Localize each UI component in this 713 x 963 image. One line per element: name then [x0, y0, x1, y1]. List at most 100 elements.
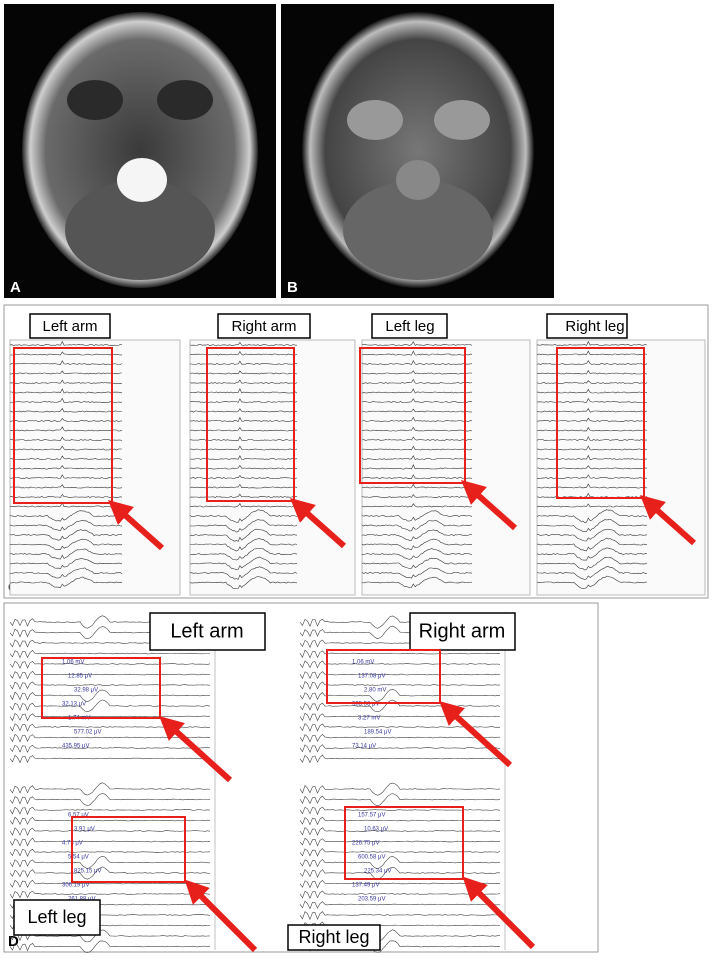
emg-trace	[9, 379, 123, 384]
annotation: 5.54 μV	[68, 855, 89, 861]
highlight-box	[41, 657, 161, 719]
mep-trace	[9, 660, 211, 670]
annotation: 435.95 μV	[62, 744, 89, 750]
emg-trace	[361, 445, 473, 451]
emg-trace	[189, 519, 298, 533]
emg-trace	[10, 351, 123, 356]
mep-trace	[9, 782, 211, 796]
emg-trace	[361, 503, 473, 508]
emg-trace	[361, 567, 473, 579]
mep-trace	[9, 649, 211, 659]
emg-trace	[361, 350, 473, 356]
label-box	[13, 899, 101, 936]
emg-trace	[189, 556, 298, 571]
emg-trace	[361, 388, 473, 394]
emg-trace	[536, 369, 648, 375]
emg-trace	[9, 493, 123, 498]
emg-trace	[536, 436, 647, 441]
mep-trace	[9, 929, 211, 943]
emg-trace	[189, 548, 298, 561]
emg-trace	[9, 426, 123, 432]
highlight-box	[359, 347, 466, 484]
emg-trace	[9, 519, 123, 532]
mep-trace	[299, 649, 501, 659]
label: Right arm	[419, 620, 506, 642]
emg-trace	[9, 474, 123, 479]
mep-trace	[299, 848, 501, 857]
annotation: 225.34 μV	[364, 869, 391, 875]
emg-trace	[536, 474, 647, 479]
annotation: 3.91 μV	[74, 827, 95, 833]
label-box	[149, 612, 266, 651]
emg-trace	[536, 518, 648, 532]
label: Left leg	[385, 318, 434, 335]
annotation: 32.98 μV	[74, 688, 98, 694]
annotation: 137.08 μV	[358, 674, 385, 680]
emg-trace	[10, 397, 123, 403]
arrow	[184, 879, 258, 953]
highlight-box	[344, 806, 464, 880]
emg-trace	[536, 340, 648, 346]
label: Right leg	[298, 927, 369, 947]
annotation: 73.14 μV	[352, 744, 376, 750]
emg-trace	[536, 360, 648, 365]
emg-trace	[536, 509, 648, 523]
emg-trace	[9, 465, 123, 470]
label: Right leg	[565, 318, 624, 335]
emg-trace	[361, 370, 473, 375]
mep-trace	[299, 816, 501, 826]
panel-label: D	[8, 933, 19, 950]
emg-trace	[361, 359, 473, 365]
annotation: 577.02 μV	[74, 730, 101, 736]
mep-trace	[299, 660, 501, 669]
mep-trace	[9, 689, 210, 703]
mep-trace	[299, 855, 501, 869]
mep-trace	[299, 671, 501, 680]
emg-trace	[10, 576, 123, 588]
arrow	[290, 498, 346, 549]
emg-trace	[536, 417, 648, 422]
emg-trace	[361, 494, 473, 498]
mep-trace	[299, 827, 501, 836]
emg-trace	[189, 528, 298, 542]
emg-trace	[10, 510, 123, 522]
emg-trace	[9, 538, 123, 551]
emg-trace	[361, 474, 473, 479]
emg-trace	[189, 566, 298, 580]
emg-trace	[361, 483, 473, 489]
annotation: 189.54 μV	[364, 730, 391, 736]
emg-trace	[536, 529, 648, 542]
emg-trace	[536, 445, 648, 451]
trace-panel	[361, 339, 531, 596]
emg-trace	[536, 483, 648, 489]
emg-trace	[536, 575, 648, 590]
mep-trace	[9, 670, 211, 680]
mep-trace	[9, 754, 211, 764]
mep-trace	[9, 848, 211, 858]
label: Right arm	[231, 318, 296, 335]
emg-trace	[9, 340, 123, 346]
emg-trace	[10, 388, 123, 394]
emg-trace	[536, 388, 647, 394]
emg-trace	[10, 445, 122, 451]
emg-trace	[536, 465, 648, 470]
emg-trace	[189, 576, 298, 590]
emg-trace	[361, 408, 473, 413]
mep-trace	[9, 806, 211, 816]
mep-trace	[299, 793, 501, 807]
mep-trace	[9, 866, 211, 880]
annotation: 1.06 mV	[352, 660, 374, 666]
highlight-box	[13, 347, 113, 504]
mep-trace	[299, 754, 501, 764]
emg-trace	[536, 427, 648, 432]
label-box	[287, 924, 381, 951]
mep-trace	[9, 744, 211, 753]
mep-trace	[299, 837, 501, 847]
arrow	[461, 480, 517, 531]
emg-trace	[189, 341, 297, 346]
arrow	[108, 500, 164, 551]
annotation: 32.13 μV	[62, 702, 86, 708]
mep-trace	[9, 855, 210, 870]
mep-trace	[9, 940, 211, 953]
